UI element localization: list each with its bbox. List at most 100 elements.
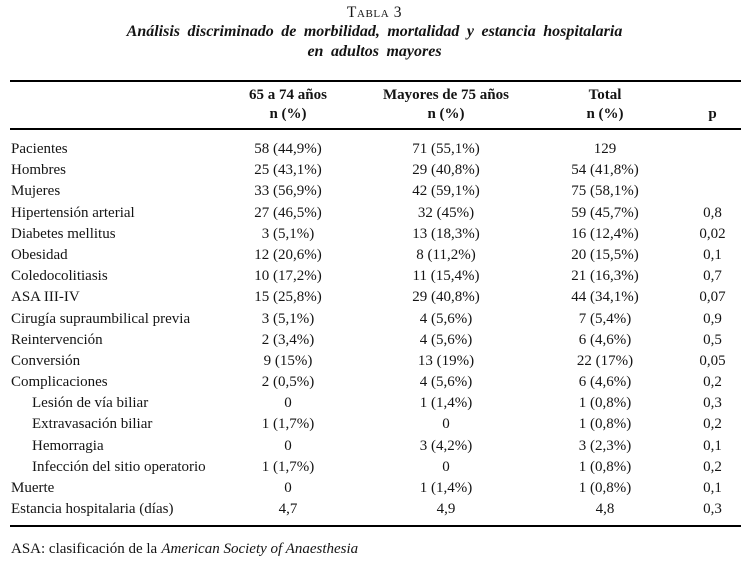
table-row: Estancia hospitalaria (días) 4,7 4,9 4,8… [10, 499, 741, 520]
cell-p-value: 0,1 [703, 480, 722, 496]
cell-age-75plus: 13 (18,3%) [412, 225, 480, 242]
col-header-age-65-74-label: 65 a 74 años [249, 87, 327, 103]
cell-age-75plus: 11 (15,4%) [412, 268, 480, 285]
cell-total: 7 (5,4%) [578, 310, 632, 327]
cell-total: 4,8 [595, 501, 615, 518]
cell-total: 54 (41,8%) [571, 162, 639, 179]
cell-p-value: 0,1 [703, 246, 722, 263]
cell-p-value: 0,2 [703, 374, 722, 391]
cell-total: 20 (15,5%) [571, 246, 639, 263]
table-number-heading: Tabla 3 [346, 4, 403, 21]
table-row: Reintervención 2 (3,4%) 4 (5,6%) 6 (4,6%… [10, 330, 741, 351]
row-label: Obesidad [11, 246, 68, 263]
col-header-p: p [708, 106, 717, 122]
table-row: ASA III-IV 15 (25,8%) 29 (40,8%) 44 (34,… [10, 287, 741, 308]
cell-total: 59 (45,7%) [571, 204, 639, 221]
table-body: Pacientes 58 (44,9%) 71 (55,1%) 129 Homb… [10, 130, 741, 528]
row-label: Coledocolitiasis [11, 268, 108, 285]
cell-p-value: 0,2 [703, 458, 722, 475]
col-header-total-label: Total [588, 87, 622, 103]
cell-age-65-74: 3 (5,1%) [261, 225, 315, 242]
row-label: Infección del sitio operatorio [32, 458, 206, 475]
cell-p-value: 0,02 [699, 225, 726, 242]
row-label: Muerte [11, 480, 55, 496]
footnote: ASA: clasificación de la American Society… [10, 540, 741, 558]
cell-age-75plus: 32 (45%) [417, 204, 475, 221]
cell-age-65-74: 58 (44,9%) [254, 141, 322, 157]
cell-age-75plus: 42 (59,1%) [412, 183, 480, 200]
cell-age-65-74: 0 [284, 480, 292, 496]
cell-p-value: 0,9 [703, 310, 722, 327]
cell-p-value: 0,1 [703, 437, 722, 454]
cell-total: 6 (4,6%) [578, 331, 632, 348]
row-label: Complicaciones [11, 374, 108, 391]
cell-age-65-74: 9 (15%) [263, 352, 313, 369]
col-header-age-75plus-label: Mayores de 75 años [383, 87, 509, 103]
cell-age-75plus: 8 (11,2%) [416, 246, 476, 263]
cell-age-65-74: 4,7 [278, 501, 298, 518]
col-header-age-65-74: 65 a 74 años n (%) [210, 86, 366, 124]
cell-p-value: 0,3 [703, 501, 722, 518]
cell-age-65-74: 3 (5,1%) [261, 310, 315, 327]
cell-age-75plus: 29 (40,8%) [412, 289, 480, 306]
table-row: Muerte 0 1 (1,4%) 1 (0,8%) 0,1 [10, 478, 741, 499]
table-row: Cirugía supraumbilical previa 3 (5,1%) 4… [10, 309, 741, 330]
morbidity-mortality-table: 65 a 74 años n (%) Mayores de 75 años n … [10, 80, 741, 558]
col-header-empty [10, 86, 210, 124]
row-label: Mujeres [11, 183, 61, 200]
row-label: ASA III-IV [11, 289, 80, 306]
cell-age-65-74: 27 (46,5%) [254, 204, 322, 221]
cell-age-65-74: 25 (43,1%) [254, 162, 322, 179]
row-label: Estancia hospitalaria (días) [11, 501, 174, 518]
cell-age-75plus: 0 [442, 458, 450, 475]
footnote-society-name: American Society of Anaesthesia [161, 541, 359, 558]
cell-age-65-74: 0 [284, 395, 292, 412]
cell-p-value: 0,07 [699, 289, 726, 306]
cell-age-65-74: 15 (25,8%) [254, 289, 322, 306]
footnote-prefix: ASA: clasificación de la [11, 541, 158, 558]
table-row-sub: Hemorragia 0 3 (4,2%) 3 (2,3%) 0,1 [10, 436, 741, 457]
cell-total: 1 (0,8%) [578, 395, 632, 412]
cell-age-75plus: 3 (4,2%) [419, 437, 473, 454]
cell-total: 16 (12,4%) [571, 225, 639, 242]
table-row: Hipertensión arterial 27 (46,5%) 32 (45%… [10, 203, 741, 224]
cell-total: 75 (58,1%) [571, 183, 639, 200]
cell-total: 1 (0,8%) [578, 458, 632, 475]
cell-age-75plus: 13 (19%) [417, 352, 475, 369]
cell-total: 129 [593, 141, 617, 157]
table-row-sub: Infección del sitio operatorio 1 (1,7%) … [10, 457, 741, 478]
cell-total: 21 (16,3%) [571, 268, 639, 285]
cell-age-75plus: 4 (5,6%) [419, 331, 473, 348]
row-label: Hipertensión arterial [11, 204, 135, 221]
row-label: Lesión de vía biliar [32, 395, 149, 412]
cell-age-75plus: 0 [442, 416, 450, 433]
cell-age-75plus: 4 (5,6%) [419, 374, 473, 391]
cell-p-value: 0,3 [703, 395, 722, 412]
cell-p-value: 0,8 [703, 204, 722, 221]
cell-age-75plus: 29 (40,8%) [412, 162, 480, 179]
table-row: Pacientes 58 (44,9%) 71 (55,1%) 129 [10, 139, 741, 160]
cell-age-65-74: 33 (56,9%) [254, 183, 322, 200]
cell-age-75plus: 4 (5,6%) [419, 310, 473, 327]
cell-age-65-74: 1 (1,7%) [261, 458, 315, 475]
cell-age-75plus: 1 (1,4%) [419, 480, 473, 496]
cell-total: 22 (17%) [576, 352, 634, 369]
table-row: Conversión 9 (15%) 13 (19%) 22 (17%) 0,0… [10, 351, 741, 372]
table-row-sub: Lesión de vía biliar 0 1 (1,4%) 1 (0,8%)… [10, 393, 741, 414]
table-row: Diabetes mellitus 3 (5,1%) 13 (18,3%) 16… [10, 224, 741, 245]
cell-age-65-74: 12 (20,6%) [254, 246, 322, 263]
cell-age-65-74: 2 (3,4%) [261, 331, 315, 348]
row-label: Hombres [11, 162, 66, 179]
row-label: Hemorragia [32, 437, 104, 454]
cell-age-65-74: 2 (0,5%) [261, 374, 315, 391]
cell-age-65-74: 10 (17,2%) [254, 268, 322, 285]
cell-age-75plus: 4,9 [436, 501, 456, 518]
cell-p-value: 0,2 [703, 416, 722, 433]
row-label: Conversión [11, 352, 81, 369]
col-subheader-n-pct: n (%) [427, 106, 465, 122]
cell-p-value: 0,7 [703, 268, 722, 285]
cell-p-value: 0,5 [703, 331, 722, 348]
cell-age-65-74: 0 [284, 437, 292, 454]
cell-total: 44 (34,1%) [571, 289, 639, 306]
